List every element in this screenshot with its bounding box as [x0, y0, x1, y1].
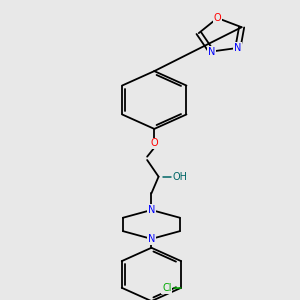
Text: N: N — [148, 234, 155, 244]
Text: N: N — [208, 46, 215, 56]
Text: O: O — [214, 13, 221, 23]
Text: O: O — [151, 138, 158, 148]
Text: N: N — [234, 43, 242, 53]
Text: Cl: Cl — [162, 283, 172, 293]
Text: OH: OH — [172, 172, 188, 182]
Text: N: N — [148, 205, 155, 215]
